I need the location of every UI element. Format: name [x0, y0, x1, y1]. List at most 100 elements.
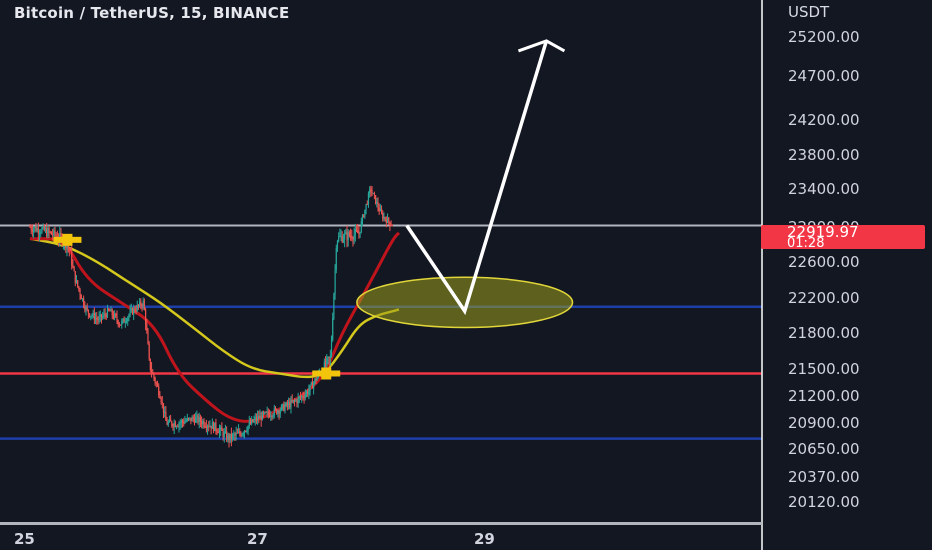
- candle-body: [272, 415, 274, 417]
- time-axis[interactable]: 25 27 29: [14, 530, 495, 548]
- candle-body: [223, 432, 225, 437]
- price-tick-label: 25200.00: [788, 28, 860, 46]
- last-price-value: 22919.97: [787, 223, 859, 241]
- candle-body: [54, 230, 56, 236]
- candle-body: [59, 232, 61, 240]
- cross-markers: [53, 233, 341, 380]
- candle-body: [116, 315, 118, 321]
- candle-body: [358, 233, 360, 235]
- candle-body: [332, 317, 334, 340]
- candle-body: [278, 411, 280, 414]
- candle-body: [109, 310, 111, 312]
- candle-body: [228, 435, 230, 441]
- candle-body: [283, 404, 285, 411]
- candle-body: [227, 435, 229, 440]
- candle-body: [357, 230, 359, 234]
- candle-body: [271, 416, 273, 418]
- candle-body: [270, 416, 272, 418]
- candle-body: [40, 232, 42, 234]
- candle-body: [221, 427, 223, 431]
- candle-body: [347, 232, 349, 241]
- candle-body: [249, 421, 252, 424]
- candle-body: [315, 378, 317, 381]
- candle-body: [52, 234, 54, 236]
- candle-body: [355, 229, 358, 231]
- candle-body: [208, 426, 210, 428]
- candle-body: [311, 382, 314, 389]
- candle-body: [295, 400, 297, 402]
- candlestick-series: [29, 185, 393, 448]
- candle-body: [210, 425, 212, 429]
- candle-body: [333, 293, 335, 318]
- candle-body: [338, 236, 340, 242]
- candle-body: [302, 396, 304, 398]
- candle-body: [304, 394, 306, 398]
- candle-body: [383, 217, 385, 219]
- price-tick-label: 23400.00: [788, 180, 860, 198]
- candle-body: [87, 309, 89, 314]
- candle-body: [348, 232, 350, 236]
- candle-body: [167, 421, 169, 425]
- candle-body: [297, 397, 299, 404]
- ema-slow-line: [29, 237, 400, 379]
- candle-body: [166, 420, 168, 425]
- projection-arrow: [405, 39, 566, 316]
- candle-body: [164, 411, 166, 413]
- candle-body: [74, 271, 76, 283]
- candle-body: [199, 417, 202, 422]
- candle-body: [390, 225, 392, 227]
- candle-body: [44, 228, 47, 231]
- candle-body: [371, 191, 373, 194]
- candle-body: [122, 318, 124, 322]
- candle-body: [324, 362, 327, 366]
- candle-body: [293, 400, 296, 402]
- candle-body: [260, 415, 262, 421]
- candle-body: [173, 422, 175, 428]
- candle-body: [193, 418, 196, 423]
- candle-body: [253, 419, 255, 422]
- candle-body: [234, 434, 236, 436]
- candle-body: [384, 217, 386, 220]
- price-axis[interactable]: 25200.00 24700.00 24200.00 23800.00 23400.00…: [788, 28, 860, 511]
- candle-body: [81, 298, 84, 300]
- candle-body: [352, 238, 354, 240]
- axis-unit-label: USDT: [788, 3, 830, 21]
- time-tick-label: 27: [247, 530, 268, 548]
- candle-body: [284, 406, 286, 411]
- candle-body: [242, 433, 244, 435]
- candle-body: [262, 412, 265, 414]
- candle-body: [185, 420, 187, 422]
- candle-body: [268, 414, 271, 417]
- candle-body: [201, 421, 203, 425]
- candle-body: [335, 248, 337, 270]
- candle-body: [198, 417, 200, 423]
- candle-body: [134, 308, 136, 311]
- candle-body: [108, 308, 110, 311]
- candle-body: [144, 309, 147, 325]
- candle-body: [149, 358, 151, 370]
- candle-body: [42, 225, 44, 228]
- candle-body: [60, 232, 62, 236]
- marker-block: [62, 233, 73, 246]
- candle-body: [251, 419, 253, 424]
- candle-body: [35, 226, 37, 232]
- candle-body: [308, 390, 310, 395]
- candle-body: [152, 372, 154, 374]
- candle-body: [168, 419, 171, 422]
- candle-body: [48, 228, 50, 232]
- candle-body: [351, 235, 353, 239]
- candle-body: [377, 201, 379, 208]
- candle-body: [43, 225, 45, 231]
- candle-body: [310, 382, 312, 385]
- candle-body: [366, 203, 368, 205]
- projection-path: [405, 40, 549, 316]
- candle-body: [379, 209, 381, 211]
- candle-body: [222, 430, 224, 437]
- candle-body: [121, 321, 123, 326]
- time-tick-label: 25: [14, 530, 35, 548]
- candle-body: [130, 308, 132, 311]
- candle-body: [180, 420, 182, 423]
- price-tick-label: 21200.00: [788, 387, 860, 405]
- price-tick-label: 24200.00: [788, 111, 860, 129]
